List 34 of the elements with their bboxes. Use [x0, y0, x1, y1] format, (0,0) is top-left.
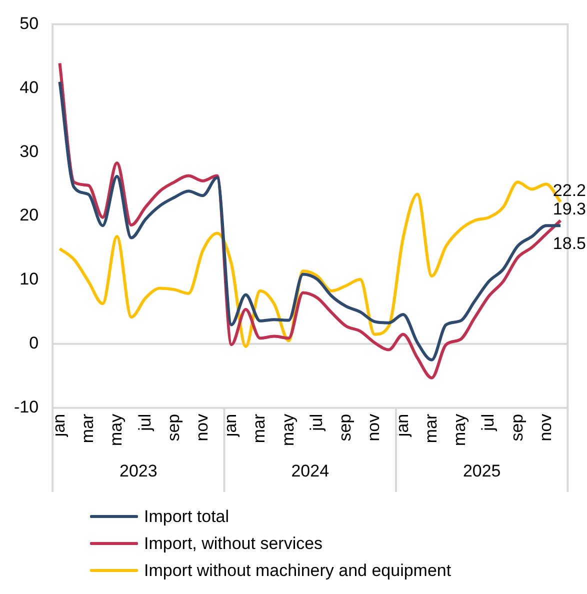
- text: 2024: [291, 462, 330, 481]
- x-tick-label: jan: [392, 414, 412, 438]
- x-tick-label: jan: [49, 414, 68, 438]
- x-tick-label: jul: [478, 414, 498, 432]
- y-tick-label: 40: [20, 78, 39, 97]
- x-tick-label: nov: [364, 413, 384, 442]
- y-tick-label: -10: [14, 398, 39, 417]
- x-tick-label: mar: [421, 414, 440, 444]
- y-tick-label: 10: [20, 270, 39, 289]
- x-tick-label: nov: [536, 413, 555, 442]
- y-tick-label: 0: [29, 334, 39, 353]
- data-label: 18.5: [552, 234, 586, 253]
- legend-label: Import total: [144, 506, 230, 526]
- y-tick-label: 50: [20, 14, 39, 33]
- data-label: 22.2: [552, 181, 586, 200]
- x-tick-label: mar: [250, 414, 269, 444]
- x-tick-label: may: [278, 413, 298, 446]
- y-tick-label: 20: [20, 206, 39, 225]
- legend-label: Import, without services: [144, 534, 323, 554]
- x-tick-label: jul: [306, 414, 326, 432]
- text: 2025: [462, 462, 501, 481]
- x-tick-label: sep: [336, 414, 355, 442]
- y-tick-label: 30: [20, 142, 39, 161]
- data-label: 19.3: [552, 200, 586, 219]
- x-tick-label: sep: [507, 414, 526, 442]
- x-tick-label: may: [450, 413, 470, 446]
- x-tick-label: mar: [78, 414, 98, 444]
- x-tick-label: sep: [164, 414, 183, 442]
- text: 2023: [120, 462, 158, 481]
- x-tick-label: jul: [135, 414, 154, 432]
- legend-label: Import without machinery and equipment: [144, 560, 452, 580]
- x-tick-label: jan: [221, 414, 240, 438]
- x-tick-label: nov: [192, 413, 212, 442]
- x-tick-label: may: [106, 413, 126, 446]
